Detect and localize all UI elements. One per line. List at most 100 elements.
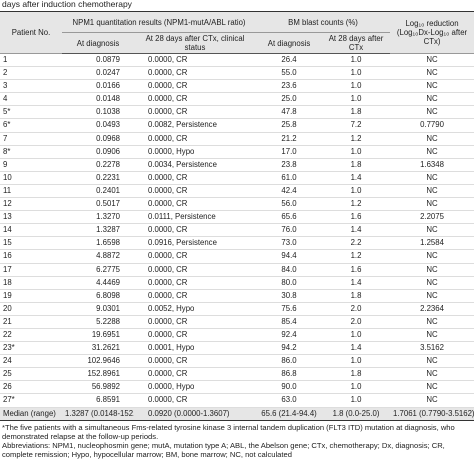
table-row: 9 0.2278 0.0034, Persistence 23.8 1.8 1.6348 (0, 158, 474, 172)
table-cell: 0.0000, CR (134, 132, 257, 146)
table-cell: 25.0 (256, 92, 323, 107)
table-cell: 5* (0, 105, 62, 120)
table-cell: 0.1038 (62, 105, 134, 120)
table-cell: NC (390, 263, 474, 277)
table-cell: 0.0111, Persistence (134, 210, 257, 225)
table-cell: 1 (0, 53, 62, 68)
table-cell: 94.4 (256, 249, 323, 264)
table-cell: 0.0000, Hypo (134, 145, 257, 159)
footnote: *The five patients with a simultaneous F… (2, 422, 455, 441)
table-cell: 14 (0, 223, 62, 238)
header-row: At diagnosis At 28 days after CTx, clini… (0, 32, 474, 54)
table-cell: 1.4 (322, 171, 391, 185)
table-cell: 76.0 (256, 223, 323, 238)
table-cell: 2.2075 (390, 210, 474, 225)
table-cell: 0.0034, Persistence (134, 158, 257, 172)
table-row: 15 1.6598 0.0916, Persistence 73.0 2.2 1.2584 (0, 236, 474, 251)
table-row: 20 9.0301 0.0052, Hypo 75.6 2.0 2.2364 (0, 302, 474, 316)
table-cell: 0.0906 (62, 145, 134, 159)
data-table: Patient No. NPM1 quantitation results (N… (0, 11, 474, 421)
table-cell: 31.2621 (62, 341, 134, 356)
caption: days after induction chemotherapy (2, 0, 132, 9)
table-cell: 65.6 (256, 210, 323, 225)
table-cell: 1.0 (322, 66, 391, 81)
table-cell: 0.0000, CR (134, 354, 257, 369)
table-cell: 9 (0, 158, 62, 172)
table-cell: 1.0 (322, 92, 391, 107)
table-cell: 1.6348 (390, 158, 474, 172)
table-cell: 80.0 (256, 276, 323, 290)
table-cell: 0.0000, CR (134, 197, 257, 212)
table-cell: 1.3270 (62, 210, 134, 225)
table-row: 1 0.0879 0.0000, CR 26.4 1.0 NC (0, 53, 474, 68)
table-row: 22 19.6951 0.0000, CR 92.4 1.0 NC (0, 328, 474, 343)
table-cell: 26.4 (256, 53, 323, 68)
table-cell: 152.8961 (62, 367, 134, 382)
table-cell: NC (390, 92, 474, 107)
table-cell: NC (390, 197, 474, 212)
header-cell: Patient No. (0, 11, 62, 54)
table-cell: 0.0000, CR (134, 105, 257, 120)
table-row: 12 0.5017 0.0000, CR 56.0 1.2 NC (0, 197, 474, 212)
header-cell: Log₁₀ reduction (Log₁₀Dx-Log₁₀ after CTx… (390, 11, 474, 54)
table-cell: 6.2775 (62, 263, 134, 277)
table-cell: 9.0301 (62, 302, 134, 316)
table-cell: NC (390, 393, 474, 408)
table-cell: 10 (0, 171, 62, 185)
header-cell: At 28 days after CTx (322, 32, 391, 54)
table-cell: NC (390, 367, 474, 382)
table-cell: 75.6 (256, 302, 323, 316)
table-cell: 7 (0, 132, 62, 146)
median-row: Median (range)1.3287 (0.0148-152.8961)0.… (0, 406, 474, 421)
table-cell: 0.0916, Persistence (134, 236, 257, 251)
table-cell: 18 (0, 276, 62, 290)
table-cell: 21.2 (256, 132, 323, 146)
table-cell: 0.0000, CR (134, 249, 257, 264)
table-cell: NC (390, 315, 474, 329)
table-row: 11 0.2401 0.0000, CR 42.4 1.0 NC (0, 184, 474, 199)
table-cell: NC (390, 276, 474, 290)
table-cell: 1.8 (322, 158, 391, 172)
table-row: 5* 0.1038 0.0000, CR 47.8 1.8 NC (0, 105, 474, 120)
table-cell: 0.0000, CR (134, 393, 257, 408)
table-cell: 0.5017 (62, 197, 134, 212)
table-cell: NC (390, 79, 474, 94)
table-row: 4 0.0148 0.0000, CR 25.0 1.0 NC (0, 92, 474, 107)
table-cell: NC (390, 171, 474, 185)
table-row: 19 6.8098 0.0000, CR 30.8 1.8 NC (0, 289, 474, 303)
table-cell: 0.0082, Persistence (134, 118, 257, 133)
table-cell: 73.0 (256, 236, 323, 251)
table-cell: 47.8 (256, 105, 323, 120)
table-body: 1 0.0879 0.0000, CR 26.4 1.0 NC 2 0.0247 0.0000,… (0, 53, 474, 421)
header-cell: At 28 days after CTx, clinical status (134, 32, 257, 54)
header-cell: At diagnosis (62, 32, 134, 54)
table-cell: 12 (0, 197, 62, 212)
table-cell: NC (390, 184, 474, 199)
table-cell: 1.0 (322, 393, 391, 408)
table-cell: 3 (0, 79, 62, 94)
table-row: 24 102.9646 0.0000, CR 86.0 1.0 NC (0, 354, 474, 369)
table-cell: 17.0 (256, 145, 323, 159)
table-cell: 0.0001, Hypo (134, 341, 257, 356)
table-cell: NC (390, 53, 474, 68)
table-cell: 0.0166 (62, 79, 134, 94)
table-cell: 19.6951 (62, 328, 134, 343)
table-cell: 23.6 (256, 79, 323, 94)
table-cell: 1.7061 (0.7790-3.5162) (390, 406, 474, 421)
table-cell: 0.0247 (62, 66, 134, 81)
table-cell: 42.4 (256, 184, 323, 199)
table-header: Patient No. NPM1 quantitation results (N… (0, 11, 474, 54)
table-cell: 94.2 (256, 341, 323, 356)
table-cell: 1.2 (322, 197, 391, 212)
table-cell: 30.8 (256, 289, 323, 303)
table-cell: 0.0000, CR (134, 223, 257, 238)
table-cell: 1.0 (322, 79, 391, 94)
table-cell: 0.0000, CR (134, 171, 257, 185)
table-cell: 56.0 (256, 197, 323, 212)
table-cell: 0.0493 (62, 118, 134, 133)
table-row: 8* 0.0906 0.0000, Hypo 17.0 1.0 NC (0, 145, 474, 159)
table-cell: 0.0000, CR (134, 92, 257, 107)
table-cell: 63.0 (256, 393, 323, 408)
table-cell: 13 (0, 210, 62, 225)
table-cell: 1.0 (322, 354, 391, 369)
